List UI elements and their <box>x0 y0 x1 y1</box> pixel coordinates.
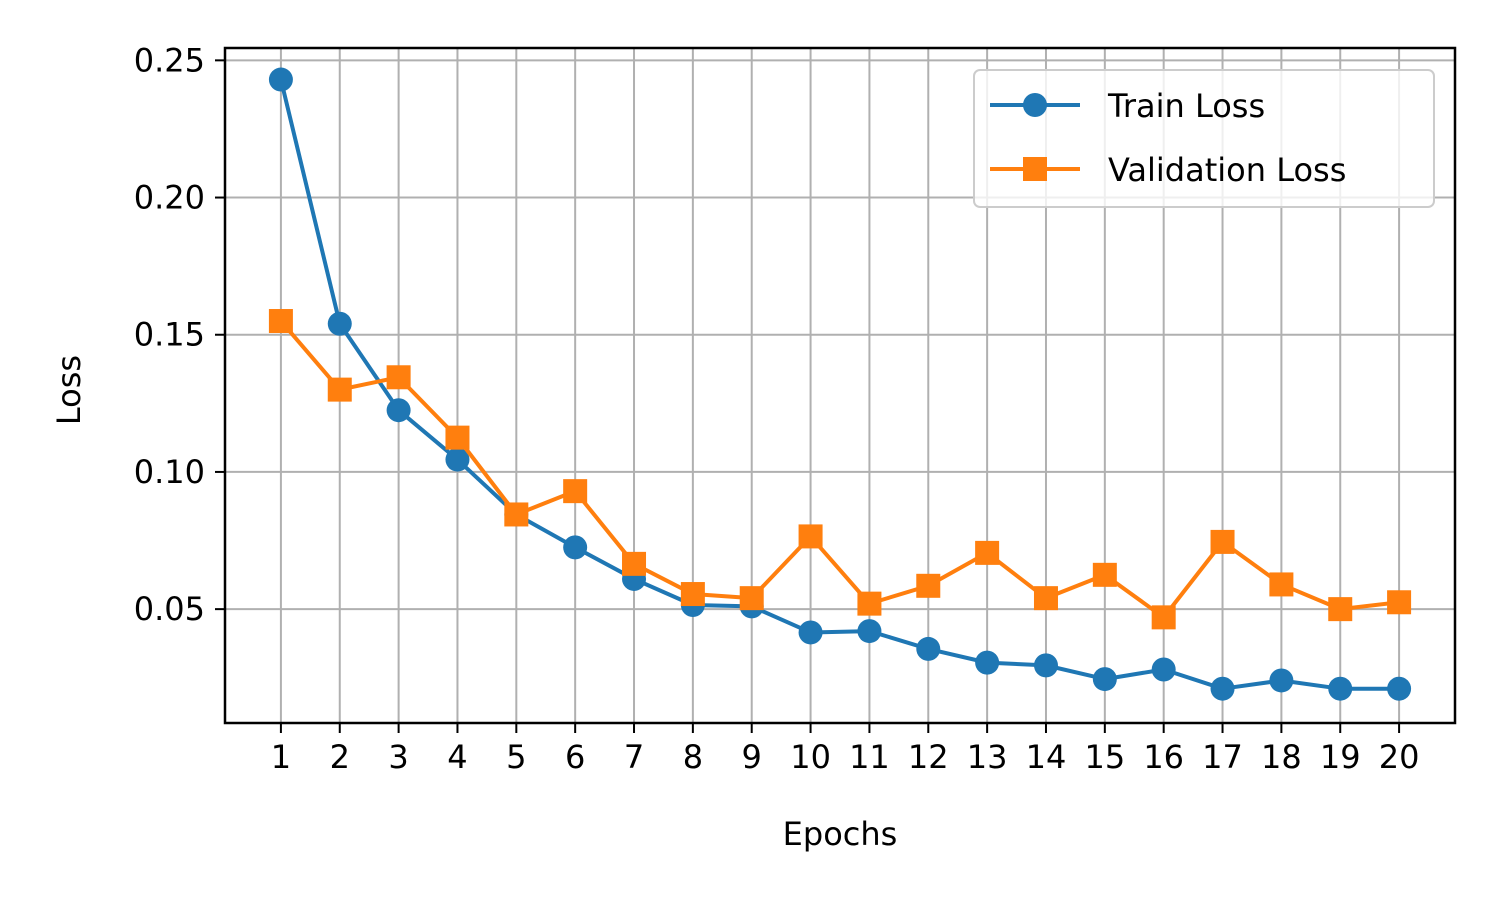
validation-loss-point <box>680 582 705 607</box>
validation-loss-point <box>1387 590 1412 615</box>
train-loss-point <box>445 447 470 472</box>
x-tick-label: 14 <box>1026 738 1067 776</box>
validation-loss-point <box>975 540 1000 565</box>
x-tick-label: 15 <box>1084 738 1125 776</box>
x-axis-title: Epochs <box>783 815 898 853</box>
validation-loss-series <box>268 309 1412 630</box>
x-tick-label: 12 <box>908 738 949 776</box>
x-tick-label: 20 <box>1379 738 1420 776</box>
validation-loss-point <box>445 425 470 450</box>
train-loss-point <box>1269 668 1294 693</box>
y-tick-label: 0.15 <box>134 316 205 354</box>
train-loss-point <box>327 311 352 336</box>
x-tick-label: 18 <box>1261 738 1302 776</box>
legend: Train Loss Validation Loss <box>973 69 1435 208</box>
validation-loss-point <box>916 573 941 598</box>
axes-frame <box>223 46 1457 725</box>
train-loss-point <box>268 67 293 92</box>
validation-loss-point <box>386 365 411 390</box>
x-tick-label: 3 <box>388 738 408 776</box>
validation-loss-point <box>739 586 764 611</box>
validation-loss-point <box>1092 562 1117 587</box>
train-loss-point <box>975 650 1000 675</box>
train-loss-point <box>386 398 411 423</box>
train-loss-point <box>798 620 823 645</box>
train-loss-point <box>857 619 882 644</box>
axis-ticks: 1 2 3 4 5 6 7 8 9 10 11 12 13 14 15 16 17 18 19 200.050.100… <box>134 41 1420 776</box>
validation-loss-line <box>279 319 1400 620</box>
plot-series <box>268 67 1412 701</box>
train-loss-point <box>1387 676 1412 701</box>
validation-loss-point <box>1328 597 1353 622</box>
validation-loss-point <box>1033 586 1058 611</box>
x-tick-label: 8 <box>683 738 703 776</box>
validation-loss-point <box>327 377 352 402</box>
x-tick-label: 5 <box>506 738 526 776</box>
x-tick-label: 9 <box>742 738 762 776</box>
validation-loss-point <box>563 479 588 504</box>
legend-validation-marker <box>1023 157 1047 181</box>
legend-train-marker <box>1023 93 1047 117</box>
validation-loss-point <box>857 591 882 616</box>
validation-loss-point <box>622 551 647 576</box>
train-loss-point <box>1328 676 1353 701</box>
x-tick-label: 16 <box>1143 738 1184 776</box>
legend-train-label: Train Loss <box>1107 87 1265 125</box>
y-tick-label: 0.20 <box>134 179 205 217</box>
y-tick-label: 0.25 <box>134 41 205 79</box>
validation-loss-point <box>1269 572 1294 597</box>
x-tick-label: 2 <box>330 738 350 776</box>
train-loss-point <box>1151 657 1176 682</box>
legend-box <box>973 69 1435 208</box>
train-loss-point <box>1033 653 1058 678</box>
train-loss-point <box>1210 676 1235 701</box>
x-tick-label: 13 <box>967 738 1008 776</box>
y-tick-label: 0.05 <box>134 590 205 628</box>
x-tick-label: 6 <box>565 738 585 776</box>
validation-loss-point <box>504 502 529 527</box>
validation-loss-point <box>268 309 293 334</box>
x-tick-label: 17 <box>1202 738 1243 776</box>
validation-loss-point <box>1210 529 1235 554</box>
x-tick-label: 19 <box>1320 738 1361 776</box>
x-tick-label: 4 <box>447 738 467 776</box>
grid <box>225 48 1455 723</box>
train-loss-point <box>563 535 588 560</box>
x-tick-label: 10 <box>790 738 831 776</box>
y-axis-title: Loss <box>50 355 88 425</box>
legend-validation-label: Validation Loss <box>1108 151 1346 189</box>
train-loss-point <box>916 636 941 661</box>
validation-loss-point <box>1151 605 1176 630</box>
x-tick-label: 11 <box>849 738 890 776</box>
train-loss-point <box>1092 667 1117 692</box>
x-tick-label: 7 <box>624 738 644 776</box>
y-tick-label: 0.10 <box>134 453 205 491</box>
validation-loss-point <box>798 524 823 549</box>
x-tick-label: 1 <box>271 738 291 776</box>
